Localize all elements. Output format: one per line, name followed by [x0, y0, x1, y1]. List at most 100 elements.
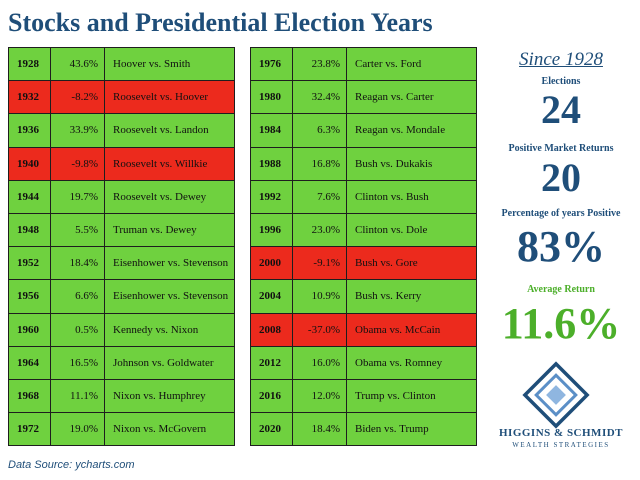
candidates: Bush vs. Dukakis — [346, 146, 477, 181]
election-year: 2016 — [250, 378, 293, 414]
table-row: 1968 11.1% Nixon vs. Humphrey — [8, 378, 235, 414]
market-return: 18.4% — [50, 246, 105, 281]
table-row: 2016 12.0% Trump vs. Clinton — [250, 378, 477, 414]
election-year: 1984 — [250, 113, 293, 148]
candidates: Nixon vs. McGovern — [104, 412, 235, 447]
table-row: 2008 -37.0% Obama vs. McCain — [250, 312, 477, 347]
table-row: 1928 43.6% Hoover vs. Smith — [8, 46, 235, 82]
candidates: Roosevelt vs. Landon — [104, 113, 235, 148]
election-year: 1940 — [8, 146, 51, 181]
election-year: 2012 — [250, 345, 293, 380]
percent-positive-label: Percentage of years Positive — [501, 208, 621, 219]
candidates: Carter vs. Ford — [346, 46, 477, 82]
market-return: 6.6% — [50, 279, 105, 314]
candidates: Roosevelt vs. Hoover — [104, 80, 235, 115]
average-return-value: 11.6% — [501, 299, 621, 348]
market-return: 19.7% — [50, 179, 105, 214]
election-year: 1988 — [250, 146, 293, 181]
candidates: Truman vs. Dewey — [104, 212, 235, 248]
candidates: Johnson vs. Goldwater — [104, 345, 235, 380]
market-return: 0.5% — [50, 312, 105, 347]
candidates: Clinton vs. Dole — [346, 212, 477, 248]
election-year: 1952 — [8, 246, 51, 281]
candidates: Clinton vs. Bush — [346, 179, 477, 214]
candidates: Roosevelt vs. Willkie — [104, 146, 235, 181]
candidates: Roosevelt vs. Dewey — [104, 179, 235, 214]
market-return: 16.5% — [50, 345, 105, 380]
candidates: Obama vs. McCain — [346, 312, 477, 347]
table-row: 1960 0.5% Kennedy vs. Nixon — [8, 312, 235, 347]
company-tagline: WEALTH STRATEGIES — [512, 441, 610, 449]
table-row: 1944 19.7% Roosevelt vs. Dewey — [8, 179, 235, 214]
positive-returns-value: 20 — [541, 155, 581, 200]
candidates: Bush vs. Kerry — [346, 279, 477, 314]
candidates: Trump vs. Clinton — [346, 378, 477, 414]
table-row: 1988 16.8% Bush vs. Dukakis — [250, 146, 477, 181]
market-return: -9.8% — [50, 146, 105, 181]
table-row: 1976 23.8% Carter vs. Ford — [250, 46, 477, 82]
page-title: Stocks and Presidential Election Years — [8, 8, 433, 37]
election-year: 1972 — [8, 412, 51, 447]
table-row: 1948 5.5% Truman vs. Dewey — [8, 212, 235, 248]
table-row: 1964 16.5% Johnson vs. Goldwater — [8, 345, 235, 380]
election-year: 1960 — [8, 312, 51, 347]
election-year: 2000 — [250, 246, 293, 281]
market-return: 23.0% — [292, 212, 347, 248]
election-year: 2008 — [250, 312, 293, 347]
market-return: 19.0% — [50, 412, 105, 447]
since-heading: Since 1928 — [519, 49, 603, 70]
table-row: 1996 23.0% Clinton vs. Dole — [250, 212, 477, 248]
company-name: HIGGINS & SCHMIDT — [498, 427, 624, 439]
election-year: 1928 — [8, 46, 51, 82]
candidates: Reagan vs. Carter — [346, 80, 477, 115]
election-year: 1992 — [250, 179, 293, 214]
table-row: 1992 7.6% Clinton vs. Bush — [250, 179, 477, 214]
table-row: 1936 33.9% Roosevelt vs. Landon — [8, 113, 235, 148]
election-year: 1936 — [8, 113, 51, 148]
average-return-label: Average Return — [527, 284, 595, 295]
candidates: Bush vs. Gore — [346, 246, 477, 281]
election-year: 2020 — [250, 412, 293, 447]
election-year: 1964 — [8, 345, 51, 380]
table-row: 1932 -8.2% Roosevelt vs. Hoover — [8, 80, 235, 115]
positive-returns-label: Positive Market Returns — [508, 143, 614, 154]
market-return: 7.6% — [292, 179, 347, 214]
market-return: 43.6% — [50, 46, 105, 82]
table-row: 2000 -9.1% Bush vs. Gore — [250, 246, 477, 281]
table-row: 2004 10.9% Bush vs. Kerry — [250, 279, 477, 314]
candidates: Biden vs. Trump — [346, 412, 477, 447]
election-year: 1976 — [250, 46, 293, 82]
table-row: 1972 19.0% Nixon vs. McGovern — [8, 412, 235, 447]
candidates: Nixon vs. Humphrey — [104, 378, 235, 414]
table-row: 1952 18.4% Eisenhower vs. Stevenson — [8, 246, 235, 281]
market-return: 11.1% — [50, 378, 105, 414]
market-return: 12.0% — [292, 378, 347, 414]
market-return: 16.0% — [292, 345, 347, 380]
table-row: 1980 32.4% Reagan vs. Carter — [250, 80, 477, 115]
election-year: 1980 — [250, 80, 293, 115]
election-year: 1996 — [250, 212, 293, 248]
elections-value: 24 — [541, 87, 581, 132]
market-return: 6.3% — [292, 113, 347, 148]
candidates: Eisenhower vs. Stevenson — [104, 279, 235, 314]
market-return: 33.9% — [50, 113, 105, 148]
market-return: 18.4% — [292, 412, 347, 447]
table-row: 2020 18.4% Biden vs. Trump — [250, 412, 477, 447]
election-year: 2004 — [250, 279, 293, 314]
market-return: 10.9% — [292, 279, 347, 314]
market-return: -9.1% — [292, 246, 347, 281]
table-row: 1940 -9.8% Roosevelt vs. Willkie — [8, 146, 235, 181]
market-return: 32.4% — [292, 80, 347, 115]
candidates: Reagan vs. Mondale — [346, 113, 477, 148]
election-year: 1956 — [8, 279, 51, 314]
company-logo-icon — [522, 361, 590, 429]
candidates: Hoover vs. Smith — [104, 46, 235, 82]
percent-positive-value: 83% — [517, 222, 605, 271]
candidates: Kennedy vs. Nixon — [104, 312, 235, 347]
candidates: Eisenhower vs. Stevenson — [104, 246, 235, 281]
market-return: 16.8% — [292, 146, 347, 181]
table-row: 2012 16.0% Obama vs. Romney — [250, 345, 477, 380]
market-return: -37.0% — [292, 312, 347, 347]
election-year: 1932 — [8, 80, 51, 115]
candidates: Obama vs. Romney — [346, 345, 477, 380]
